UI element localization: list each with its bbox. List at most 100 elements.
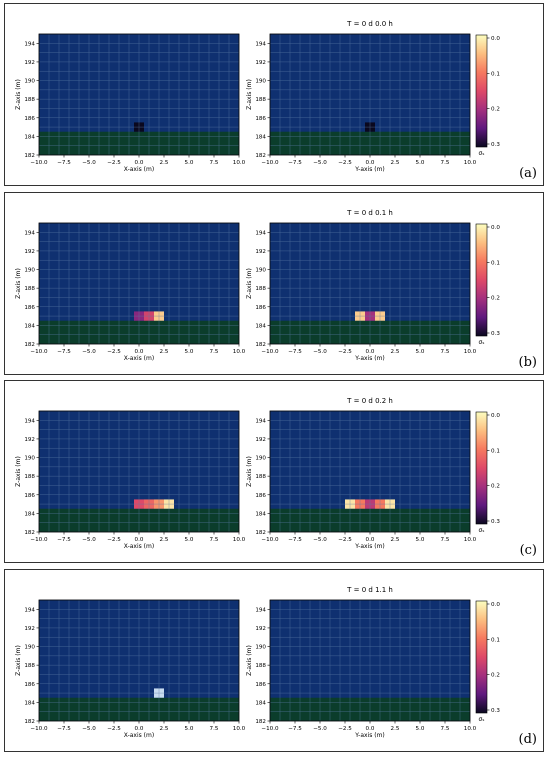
x-tick-label: 7.5 xyxy=(441,349,450,355)
colorbar-tick-label: 0.0 xyxy=(491,413,500,419)
x-tick-label: 2.5 xyxy=(391,160,400,166)
x-tick-label: −2.5 xyxy=(338,160,352,166)
x-tick-label: −5.0 xyxy=(313,726,327,732)
y-tick-label: 186 xyxy=(255,682,266,688)
x-tick-label: 10.0 xyxy=(233,160,246,166)
x-tick-label: 10.0 xyxy=(464,726,477,732)
y-tick-label: 194 xyxy=(255,41,266,47)
y-tick-label: 192 xyxy=(255,437,266,443)
panel-tag: (c) xyxy=(519,543,537,558)
x-tick-label: −10.0 xyxy=(261,726,279,732)
x-tick-label: 7.5 xyxy=(210,537,219,543)
x-tick-label: −10.0 xyxy=(261,160,279,166)
x-tick-label: 0.0 xyxy=(366,537,375,543)
x-tick-label: 0.0 xyxy=(366,726,375,732)
x-tick-label: −5.0 xyxy=(313,537,327,543)
x-tick-label: 0.0 xyxy=(135,726,144,732)
y-tick-label: 182 xyxy=(255,530,266,536)
x-tick-label: −2.5 xyxy=(107,537,121,543)
grid xyxy=(269,33,471,156)
y-tick-label: 186 xyxy=(24,682,35,688)
x-axis-label: X-axis (m) xyxy=(124,543,154,550)
x-tick-label: −5.0 xyxy=(313,349,327,355)
y-axis-label: Z-axis (m) xyxy=(15,79,22,110)
y-tick-label: 184 xyxy=(255,323,266,329)
y-tick-label: 192 xyxy=(24,626,35,632)
y-tick-label: 188 xyxy=(24,286,35,292)
colorbar-tick-label: 0.2 xyxy=(491,107,500,113)
x-tick-label: 2.5 xyxy=(160,537,169,543)
left-plot: −10.0 −7.5 −5.0 −2.5 0.0 2.5 5.0 7.5 10.0 182 184 1… xyxy=(15,33,246,173)
left-plot: −10.0 −7.5 −5.0 −2.5 0.0 2.5 5.0 7.5 10.0 182 184 1… xyxy=(15,222,246,362)
x-tick-label: −7.5 xyxy=(57,537,71,543)
y-tick-label: 184 xyxy=(255,700,266,706)
x-tick-label: 5.0 xyxy=(185,160,194,166)
colorbar-tick-label: 0.3 xyxy=(491,142,500,148)
y-tick-label: 186 xyxy=(24,305,35,311)
x-tick-label: −2.5 xyxy=(107,160,121,166)
y-axis-label: Z-axis (m) xyxy=(246,456,253,487)
y-tick-label: 194 xyxy=(24,230,35,236)
y-tick-label: 188 xyxy=(255,474,266,480)
y-tick-label: 184 xyxy=(24,700,35,706)
colorbar: 0.0 0.1 0.2 0.3 σₛ xyxy=(475,34,500,157)
y-tick-label: 186 xyxy=(255,305,266,311)
x-tick-label: −7.5 xyxy=(57,160,71,166)
colorbar: 0.0 0.1 0.2 0.3 σₛ xyxy=(475,411,500,534)
right-plot: −10.0 −7.5 −5.0 −2.5 0.0 2.5 5.0 7.5 10.0 182 184 1… xyxy=(246,410,477,550)
x-tick-label: 10.0 xyxy=(464,537,477,543)
x-tick-label: −7.5 xyxy=(288,726,302,732)
x-tick-label: 10.0 xyxy=(464,349,477,355)
y-tick-label: 194 xyxy=(24,41,35,47)
x-tick-label: 5.0 xyxy=(185,349,194,355)
grid xyxy=(269,222,471,345)
figure-panel: T = 0 d 0.1 h −10.0 −7.5 −5.0 −2.5 0.0 2.5 5.0 7… xyxy=(4,192,544,375)
x-tick-label: −7.5 xyxy=(288,160,302,166)
y-tick-label: 190 xyxy=(24,268,35,274)
x-axis-label: X-axis (m) xyxy=(124,166,154,173)
x-tick-label: 7.5 xyxy=(210,349,219,355)
panel-title: T = 0 d 0.1 h xyxy=(346,209,393,217)
y-tick-label: 182 xyxy=(255,719,266,725)
panel-tag: (d) xyxy=(518,732,537,747)
x-tick-label: 10.0 xyxy=(233,537,246,543)
panel-chart: T = 0 d 0.2 h −10.0 −7.5 −5.0 −2.5 0.0 2.5 5.0 7… xyxy=(15,397,500,550)
x-tick-label: −10.0 xyxy=(30,726,48,732)
left-plot: −10.0 −7.5 −5.0 −2.5 0.0 2.5 5.0 7.5 10.0 182 184 1… xyxy=(15,410,246,550)
y-tick-label: 190 xyxy=(24,456,35,462)
y-tick-label: 188 xyxy=(24,97,35,103)
x-tick-label: −2.5 xyxy=(338,349,352,355)
colorbar-gradient xyxy=(475,411,488,525)
y-axis-label: Z-axis (m) xyxy=(15,456,22,487)
x-tick-label: −7.5 xyxy=(288,537,302,543)
left-plot: −10.0 −7.5 −5.0 −2.5 0.0 2.5 5.0 7.5 10.0 182 184 1… xyxy=(15,599,246,739)
x-tick-label: 2.5 xyxy=(160,726,169,732)
y-tick-label: 190 xyxy=(255,456,266,462)
x-tick-label: 10.0 xyxy=(464,160,477,166)
x-tick-label: 2.5 xyxy=(391,726,400,732)
x-tick-label: −5.0 xyxy=(82,726,96,732)
y-tick-label: 192 xyxy=(24,60,35,66)
x-tick-label: −5.0 xyxy=(313,160,327,166)
x-tick-label: 2.5 xyxy=(160,160,169,166)
y-tick-label: 190 xyxy=(255,645,266,651)
x-tick-label: 10.0 xyxy=(233,726,246,732)
y-tick-label: 188 xyxy=(255,663,266,669)
grid xyxy=(38,222,240,345)
y-tick-label: 190 xyxy=(255,268,266,274)
right-plot: −10.0 −7.5 −5.0 −2.5 0.0 2.5 5.0 7.5 10.0 182 184 1… xyxy=(246,599,477,739)
x-tick-label: 7.5 xyxy=(441,537,450,543)
right-plot: −10.0 −7.5 −5.0 −2.5 0.0 2.5 5.0 7.5 10.0 182 184 1… xyxy=(246,33,477,173)
x-tick-label: −10.0 xyxy=(30,537,48,543)
y-tick-label: 190 xyxy=(24,645,35,651)
y-tick-label: 182 xyxy=(255,342,266,348)
y-tick-label: 188 xyxy=(24,474,35,480)
x-tick-label: 0.0 xyxy=(135,537,144,543)
grid xyxy=(38,410,240,533)
colorbar-tick-label: 0.3 xyxy=(491,708,500,714)
x-tick-label: 5.0 xyxy=(416,537,425,543)
y-tick-label: 194 xyxy=(255,607,266,613)
y-tick-label: 182 xyxy=(24,530,35,536)
colorbar-tick-label: 0.0 xyxy=(491,36,500,42)
colorbar: 0.0 0.1 0.2 0.3 σₛ xyxy=(475,600,500,723)
